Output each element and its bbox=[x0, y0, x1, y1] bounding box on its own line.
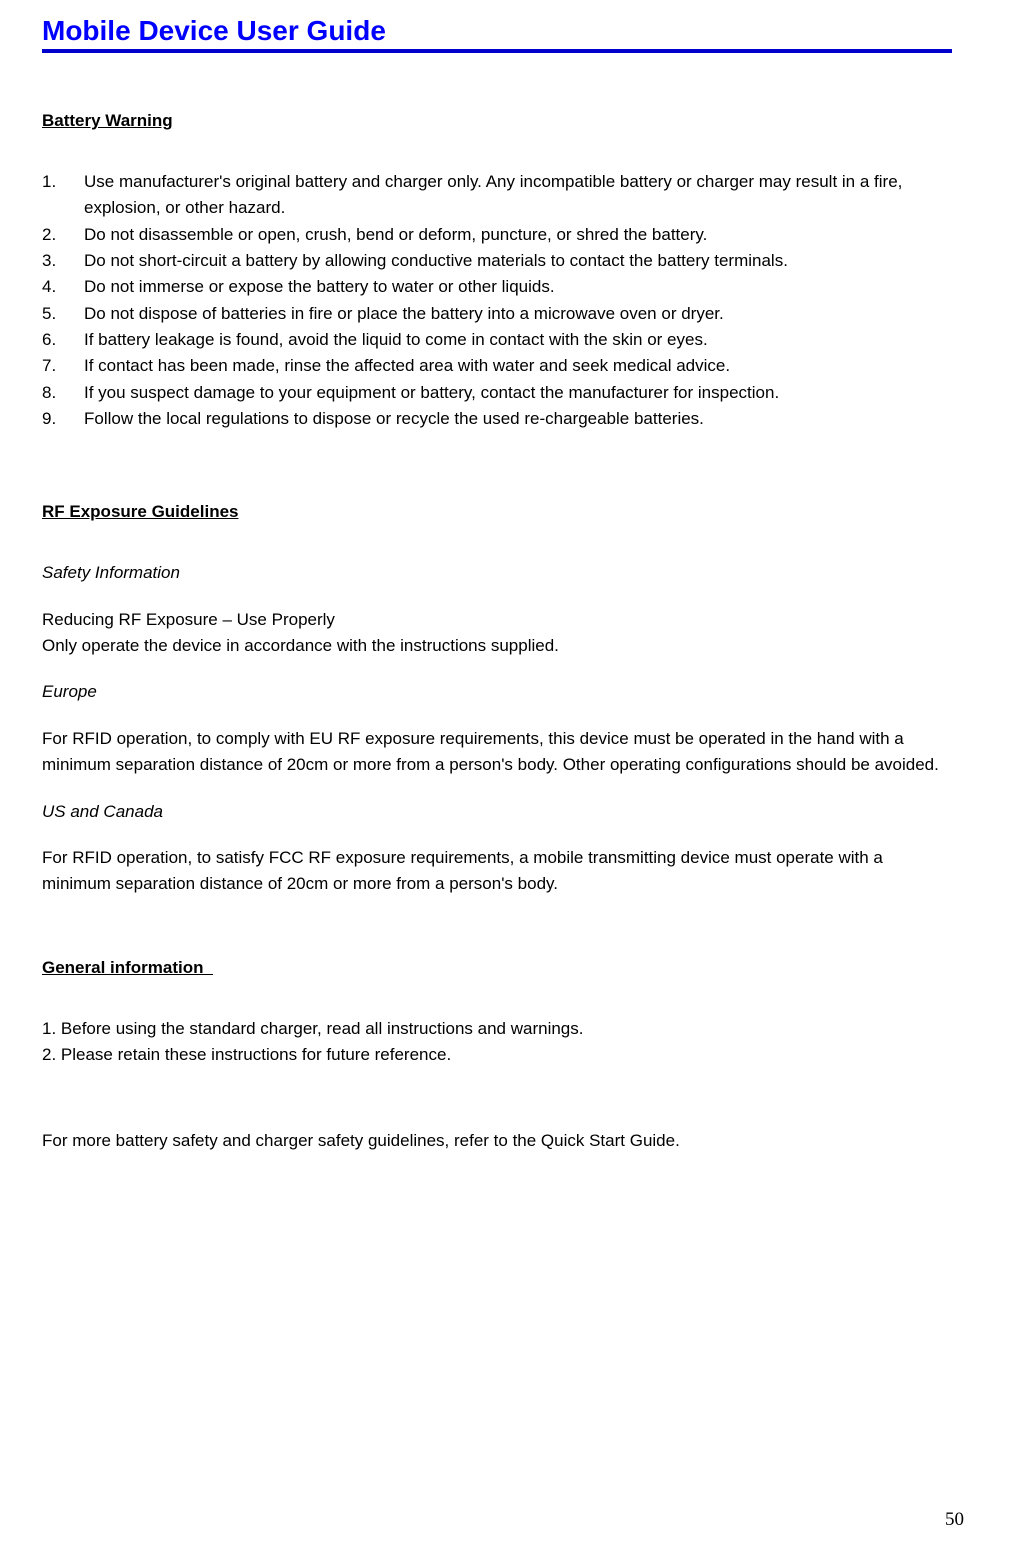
list-number: 8. bbox=[42, 380, 84, 406]
list-item: 6.If battery leakage is found, avoid the… bbox=[42, 327, 952, 353]
list-text: If contact has been made, rinse the affe… bbox=[84, 353, 952, 379]
page-number: 50 bbox=[945, 1509, 964, 1531]
list-text: Do not dispose of batteries in fire or p… bbox=[84, 301, 952, 327]
list-item: 9.Follow the local regulations to dispos… bbox=[42, 406, 952, 432]
list-text: Do not disassemble or open, crush, bend … bbox=[84, 222, 952, 248]
rf-safety-subtitle: Safety Information bbox=[42, 560, 952, 586]
general-item-1: 1. Before using the standard charger, re… bbox=[42, 1016, 952, 1042]
rf-reducing-title: Reducing RF Exposure – Use Properly bbox=[42, 607, 952, 633]
rf-us-title: US and Canada bbox=[42, 799, 952, 825]
battery-warning-list: 1.Use manufacturer's original battery an… bbox=[42, 169, 952, 432]
rf-europe-body: For RFID operation, to comply with EU RF… bbox=[42, 726, 952, 779]
list-item: 5.Do not dispose of batteries in fire or… bbox=[42, 301, 952, 327]
list-number: 3. bbox=[42, 248, 84, 274]
list-text: Follow the local regulations to dispose … bbox=[84, 406, 952, 432]
list-number: 1. bbox=[42, 169, 84, 195]
document-page: Mobile Device User Guide Battery Warning… bbox=[0, 0, 1012, 1551]
rf-europe-title: Europe bbox=[42, 679, 952, 705]
list-number: 9. bbox=[42, 406, 84, 432]
list-number: 7. bbox=[42, 353, 84, 379]
list-item: 8.If you suspect damage to your equipmen… bbox=[42, 380, 952, 406]
list-item: 3.Do not short-circuit a battery by allo… bbox=[42, 248, 952, 274]
list-text: Use manufacturer's original battery and … bbox=[84, 169, 952, 222]
list-number: 2. bbox=[42, 222, 84, 248]
page-title: Mobile Device User Guide bbox=[42, 15, 952, 53]
list-item: 1.Use manufacturer's original battery an… bbox=[42, 169, 952, 222]
list-item: 2.Do not disassemble or open, crush, ben… bbox=[42, 222, 952, 248]
rf-us-body: For RFID operation, to satisfy FCC RF ex… bbox=[42, 845, 952, 898]
general-item-2: 2. Please retain these instructions for … bbox=[42, 1042, 952, 1068]
list-text: Do not short-circuit a battery by allowi… bbox=[84, 248, 952, 274]
list-number: 4. bbox=[42, 274, 84, 300]
section-heading-general: General information bbox=[42, 958, 952, 978]
list-text: If you suspect damage to your equipment … bbox=[84, 380, 952, 406]
list-text: If battery leakage is found, avoid the l… bbox=[84, 327, 952, 353]
rf-reducing-body: Only operate the device in accordance wi… bbox=[42, 633, 952, 659]
section-heading-rf: RF Exposure Guidelines bbox=[42, 502, 952, 522]
section-heading-battery: Battery Warning bbox=[42, 111, 952, 131]
list-text: Do not immerse or expose the battery to … bbox=[84, 274, 952, 300]
list-number: 5. bbox=[42, 301, 84, 327]
list-item: 7.If contact has been made, rinse the af… bbox=[42, 353, 952, 379]
list-number: 6. bbox=[42, 327, 84, 353]
list-item: 4.Do not immerse or expose the battery t… bbox=[42, 274, 952, 300]
general-footer-note: For more battery safety and charger safe… bbox=[42, 1128, 952, 1154]
